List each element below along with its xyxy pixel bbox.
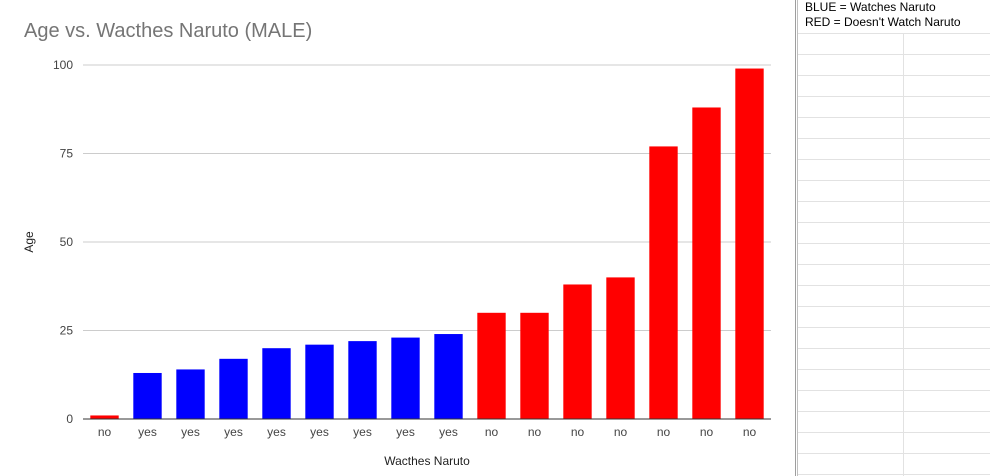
- x-tick-label: no: [657, 425, 671, 439]
- y-tick-label: 100: [53, 58, 73, 72]
- bar: [348, 341, 377, 419]
- sheet-row-line: [798, 180, 990, 181]
- sheet-row-line: [798, 453, 990, 454]
- x-tick-label: no: [743, 425, 757, 439]
- sheet-row-line: [798, 117, 990, 118]
- sheet-column-line: [903, 33, 904, 476]
- bar: [434, 334, 463, 419]
- bar: [176, 369, 205, 419]
- bar: [133, 372, 162, 419]
- x-tick-label: yes: [439, 425, 458, 439]
- y-tick-label: 75: [60, 147, 74, 161]
- sheet-row-line: [798, 348, 990, 349]
- sheet-row-line: [798, 243, 990, 244]
- sheet-row-line: [798, 306, 990, 307]
- sheet-row-line: [798, 285, 990, 286]
- bar: [692, 107, 721, 419]
- sheet-row-line: [798, 474, 990, 475]
- x-tick-label: no: [98, 425, 112, 439]
- bar: [520, 312, 549, 419]
- y-tick-label: 25: [60, 324, 74, 338]
- sheet-row-line: [798, 264, 990, 265]
- x-tick-label: no: [700, 425, 714, 439]
- chart-sheet-divider[interactable]: [795, 0, 798, 476]
- x-tick-label: no: [614, 425, 628, 439]
- x-tick-label: no: [571, 425, 585, 439]
- x-tick-label: yes: [353, 425, 372, 439]
- x-tick-label: no: [485, 425, 499, 439]
- legend-red-text: RED = Doesn't Watch Naruto: [805, 15, 961, 29]
- x-tick-label: yes: [396, 425, 415, 439]
- sheet-row-line: [798, 201, 990, 202]
- y-axis-title: Age: [22, 231, 36, 253]
- sheet-row-line: [798, 75, 990, 76]
- spreadsheet-panel: BLUE = Watches Naruto RED = Doesn't Watc…: [795, 0, 990, 476]
- sheet-row-line: [798, 411, 990, 412]
- x-tick-label: yes: [310, 425, 329, 439]
- bar: [391, 337, 420, 419]
- bar: [262, 348, 291, 419]
- sheet-row-line: [798, 432, 990, 433]
- y-tick-label: 0: [66, 412, 73, 426]
- bar: [477, 312, 506, 419]
- sheet-row-line: [798, 222, 990, 223]
- x-tick-label: yes: [138, 425, 157, 439]
- legend-cell[interactable]: BLUE = Watches Naruto RED = Doesn't Watc…: [805, 0, 961, 30]
- bar: [649, 146, 678, 420]
- x-tick-label: yes: [267, 425, 286, 439]
- bar: [90, 415, 119, 419]
- bar: [735, 68, 764, 419]
- chart-title: Age vs. Wacthes Naruto (MALE): [24, 20, 313, 42]
- sheet-row-line: [798, 327, 990, 328]
- bar: [563, 284, 592, 419]
- bar: [219, 358, 248, 419]
- sheet-row-line: [798, 54, 990, 55]
- legend-blue-text: BLUE = Watches Naruto: [805, 0, 936, 14]
- bar-chart: 0 25 50 75 100 no yes yes yes yes yes yes yes yes no no…: [22, 58, 771, 468]
- sheet-row-line: [798, 369, 990, 370]
- y-tick-label: 50: [60, 235, 74, 249]
- sheet-row-line: [798, 96, 990, 97]
- chart-container: 0 25 50 75 100 no yes yes yes yes yes yes yes yes no no…: [22, 20, 771, 468]
- bar: [606, 277, 635, 419]
- sheet-row-line: [798, 33, 990, 34]
- bar: [305, 344, 334, 419]
- x-tick-label: yes: [224, 425, 243, 439]
- x-tick-label: no: [528, 425, 542, 439]
- sheet-row-line: [798, 390, 990, 391]
- x-tick-label: yes: [181, 425, 200, 439]
- x-axis-title: Wacthes Naruto: [384, 454, 470, 468]
- sheet-row-line: [798, 138, 990, 139]
- sheet-row-line: [798, 159, 990, 160]
